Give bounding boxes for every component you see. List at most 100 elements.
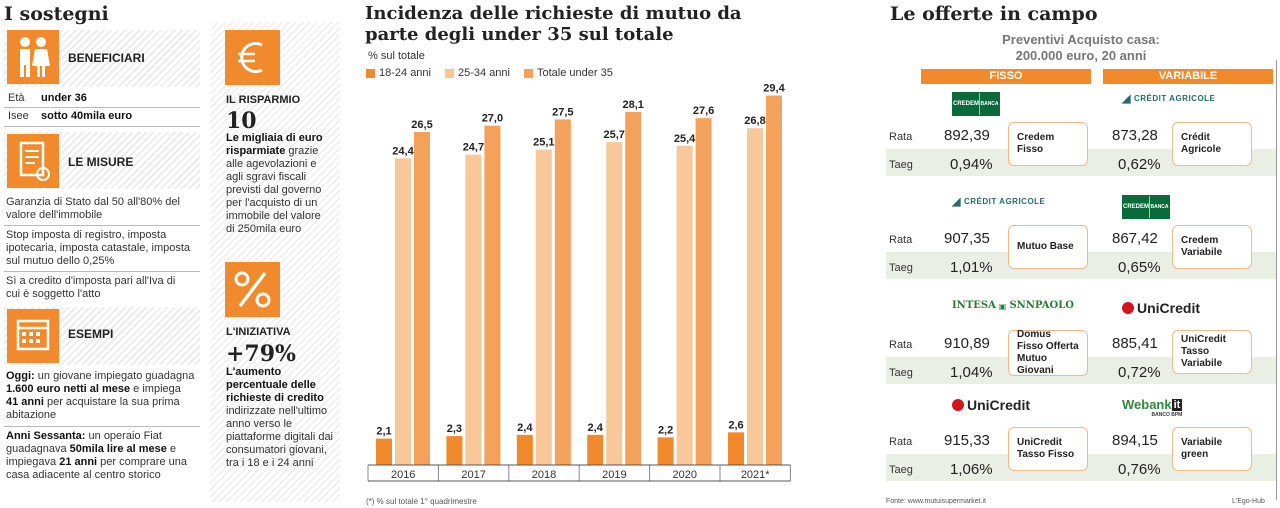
misure-item-3: Sì a credito d'imposta pari all'Iva di c…: [6, 275, 176, 300]
text: grazie alle agevolazioni e agli sgravi f…: [226, 145, 322, 235]
product-name-variabile: Crédit Agricole: [1172, 122, 1252, 166]
right-title: Le offerte in campo: [890, 3, 1098, 25]
data-label: 24,7: [463, 142, 484, 154]
x-tick-label: 2020: [673, 469, 697, 481]
unicredit-icon: [1122, 302, 1134, 314]
credit-agricole-icon: ◢: [952, 196, 961, 208]
webank-logo-it: it: [1171, 398, 1183, 411]
chart-legend: 18-24 anni 25-34 anni Totale under 35: [366, 66, 613, 80]
bar-25-34: [747, 128, 763, 466]
taeg-value-variabile: 0,72%: [1118, 364, 1161, 381]
data-label: 24,4: [392, 145, 414, 157]
legend-swatch-25-34: [445, 68, 454, 78]
product-name-variabile: Credem Variabile: [1172, 225, 1252, 269]
text: per acquistare la sua prima abitazione: [6, 396, 180, 421]
bar-totale: [625, 111, 642, 466]
chart-title: Incidenza delle richieste di mutuo da pa…: [365, 3, 742, 45]
esempio-oggi-salary: 1.600 euro netti al mese: [6, 383, 131, 395]
percent-icon: [225, 262, 280, 317]
misure-item-1: Garanzia di Stato dal 50 all'80% del val…: [6, 196, 180, 221]
data-label: 2,4: [588, 422, 604, 434]
subtitle-line-1: Preventivi Acquisto casa:: [1002, 32, 1160, 47]
sanpaolo-logo-text: SNNPAOLO: [1009, 300, 1074, 311]
col-header-variabile: VARIABILE: [1103, 69, 1273, 84]
text: e impiega: [130, 383, 181, 395]
chart-ylabel: % sul totale: [368, 50, 425, 62]
divider: [4, 426, 200, 427]
bank-logo-variabile: Webank it BANCO BPM: [1122, 397, 1183, 418]
iniziativa-number: +79%: [226, 341, 296, 367]
bank-logo-fisso: CREDEM BANCA: [952, 92, 1000, 116]
rata-label: Rata: [889, 339, 913, 351]
x-tick-label: 2016: [391, 469, 415, 481]
credem-logo-text: CREDEM: [953, 101, 980, 107]
rata-value-fisso: 910,89: [944, 335, 990, 352]
eta-value: under 36: [41, 92, 87, 104]
rata-value-variabile: 894,15: [1112, 432, 1158, 449]
bank-logo-fisso: UniCredit: [952, 397, 1030, 413]
product-name-fisso: UniCredit Tasso Fisso: [1008, 427, 1088, 471]
rata-label: Rata: [889, 234, 913, 246]
risparmio-label: IL RISPARMIO: [226, 94, 301, 106]
bar-18-24: [446, 436, 463, 465]
credit-agricole-icon: ◢: [1122, 93, 1131, 105]
bar-18-24: [376, 438, 392, 465]
panel-edge: [1276, 60, 1277, 500]
bar-25-34: [606, 142, 623, 465]
legend-swatch-18-24: [366, 68, 375, 78]
calendar-icon: [7, 309, 59, 363]
product-name-fisso: Domus Fisso Offerta Mutuo Giovani: [1008, 329, 1088, 376]
text: un operaio Fiat guadagnava: [6, 430, 162, 455]
data-label: 27,5: [552, 106, 573, 118]
bar-25-34: [395, 158, 411, 465]
taeg-value-variabile: 0,76%: [1118, 461, 1161, 478]
divider: [4, 126, 200, 127]
rata-value-fisso: 892,39: [944, 127, 990, 144]
esempio-anni-sessanta: Anni Sessanta: un operaio Fiat guadagnav…: [6, 430, 198, 482]
right-subtitle: Preventivi Acquisto casa: 200.000 euro, …: [886, 32, 1276, 64]
bar-25-34: [535, 149, 552, 465]
chart-footnote: (*) % sul totale 1° quadrimestre: [366, 497, 477, 506]
product-name-fisso: Mutuo Base: [1008, 225, 1088, 269]
divider: [4, 271, 200, 272]
bar-25-34: [676, 145, 693, 465]
product-name-variabile: Variabile green: [1172, 427, 1252, 471]
esempio-sessanta-lead: Anni Sessanta:: [6, 430, 86, 442]
bank-logo-variabile: ◢ CRÉDIT AGRICOLE: [1122, 92, 1215, 105]
divider: [4, 225, 200, 226]
bank-logo-variabile: UniCredit: [1122, 300, 1200, 316]
rata-value-variabile: 867,42: [1112, 230, 1158, 247]
legend-label-totale: Totale under 35: [537, 66, 613, 79]
rata-value-variabile: 873,28: [1112, 127, 1158, 144]
taeg-value-fisso: 1,04%: [950, 364, 993, 381]
text: per comprare una casa adiacente al centr…: [6, 456, 187, 481]
credit: L'Ego-Hub: [1232, 498, 1265, 505]
taeg-value-variabile: 0,65%: [1118, 259, 1161, 276]
sanpaolo-logo-icon: ▣: [998, 300, 1007, 311]
webank-logo-sub: BANCO BPM: [1151, 412, 1183, 418]
data-label: 25,7: [603, 129, 624, 141]
misure-label: LE MISURE: [68, 155, 134, 169]
credit-agricole-logo-text: CRÉDIT AGRICOLE: [1133, 94, 1216, 103]
data-label: 2,4: [517, 422, 533, 434]
divider: [4, 107, 200, 108]
rata-value-fisso: 915,33: [944, 432, 990, 449]
data-label: 2,2: [658, 424, 673, 436]
product-name-variabile: UniCredit Tasso Variabile: [1172, 330, 1252, 374]
bar-totale: [554, 119, 571, 465]
legend-label-18-24: 18-24 anni: [379, 66, 431, 79]
taeg-label: Taeg: [889, 464, 913, 476]
esempio-sessanta-salary: 50mila lire al mese: [69, 443, 167, 455]
data-label: 27,6: [693, 105, 714, 117]
bank-logo-fisso: INTESA ▣ SNNPAOLO: [952, 300, 1074, 311]
intesa-logo-text: INTESA: [952, 300, 996, 311]
x-tick-label: 2017: [461, 469, 485, 481]
credem-logo-text: CREDEM: [1123, 204, 1150, 210]
data-label: 25,4: [674, 133, 696, 145]
taeg-value-fisso: 0,94%: [950, 156, 993, 173]
unicredit-logo-text: UniCredit: [1137, 300, 1200, 316]
x-tick-label: 2019: [602, 469, 626, 481]
data-label: 2,6: [728, 419, 743, 431]
taeg-label: Taeg: [889, 367, 913, 379]
bank-logo-fisso: ◢ CRÉDIT AGRICOLE: [952, 195, 1045, 208]
